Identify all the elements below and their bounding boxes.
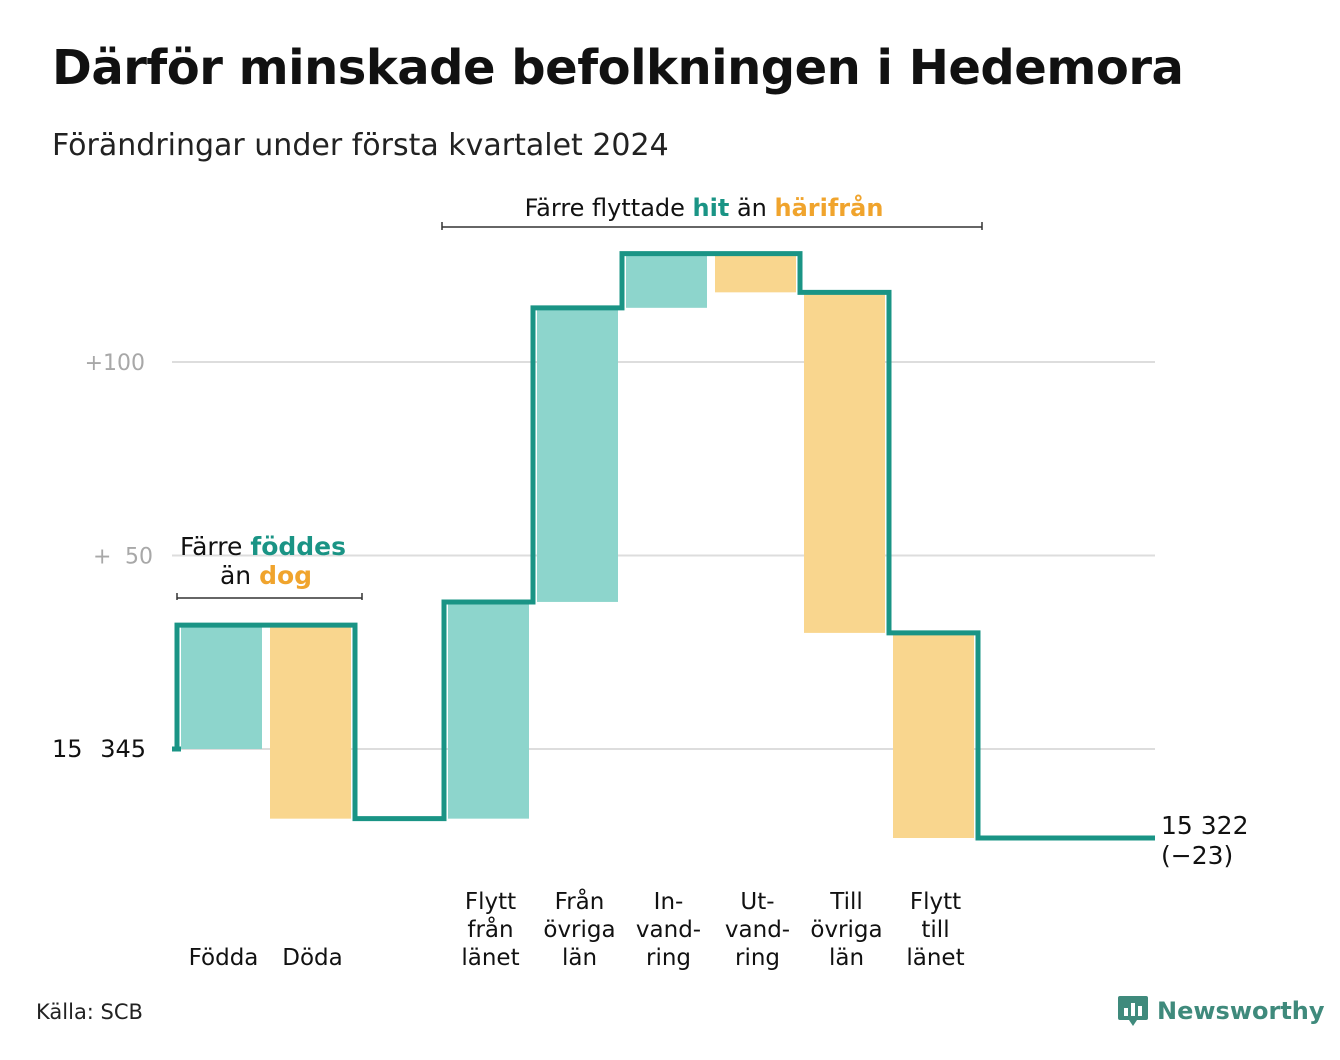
- chart-title: Därför minskade befolkningen i Hedemora: [52, 40, 1184, 96]
- waterfall-bar: [181, 625, 262, 749]
- category-label: In-: [654, 889, 684, 915]
- category-label: övriga: [810, 917, 882, 943]
- source-label: Källa: SCB: [36, 1000, 143, 1024]
- end-value-label: 15 322: [1161, 811, 1248, 840]
- category-label: län: [829, 945, 864, 971]
- category-label: vand-: [636, 917, 701, 943]
- waterfall-bar: [626, 253, 707, 308]
- category-label: län: [562, 945, 597, 971]
- category-label: ring: [735, 945, 780, 971]
- waterfall-bar: [448, 601, 529, 819]
- births-annotation: Färre föddes: [180, 532, 346, 561]
- category-label: Ut-: [740, 889, 774, 915]
- category-label: övriga: [543, 917, 615, 943]
- y-tick-label: +100: [85, 351, 145, 376]
- migration-annotation: Färre flyttade hit än härifrån: [525, 193, 884, 222]
- births-annotation: än dog: [220, 561, 312, 590]
- newsworthy-chart-bubble-icon: [1118, 996, 1148, 1026]
- migration-bracket: [441, 222, 983, 230]
- category-label: från: [467, 915, 513, 943]
- start-value-label: 345: [100, 735, 146, 763]
- category-label: Födda: [189, 945, 259, 971]
- chart-subtitle: Förändringar under första kvartalet 2024: [52, 128, 669, 163]
- logo-text: Newsworthy: [1157, 997, 1325, 1025]
- population-step-line: [172, 251, 1155, 841]
- category-label: ring: [646, 945, 691, 971]
- category-label: Från: [555, 887, 605, 915]
- waterfall-bar: [893, 632, 974, 839]
- end-change-label: (−23): [1161, 841, 1233, 870]
- category-label: länet: [461, 945, 519, 971]
- category-label: Flytt: [465, 889, 516, 915]
- start-value-label: 15: [52, 735, 83, 763]
- waterfall-bar: [537, 307, 618, 602]
- category-label: Döda: [282, 945, 342, 971]
- category-label: vand-: [725, 917, 790, 943]
- category-label: länet: [906, 945, 964, 971]
- y-tick-label: 50: [125, 545, 153, 570]
- category-label: till: [921, 917, 949, 943]
- waterfall-bar: [715, 253, 796, 293]
- category-label: Till: [829, 889, 863, 915]
- newsworthy-logo[interactable]: Newsworthy: [1117, 994, 1325, 1028]
- category-label: Flytt: [910, 889, 961, 915]
- y-tick-label: +: [93, 545, 111, 570]
- births-bracket: [176, 593, 363, 600]
- waterfall-bar: [804, 292, 885, 633]
- waterfall-bar: [270, 625, 351, 819]
